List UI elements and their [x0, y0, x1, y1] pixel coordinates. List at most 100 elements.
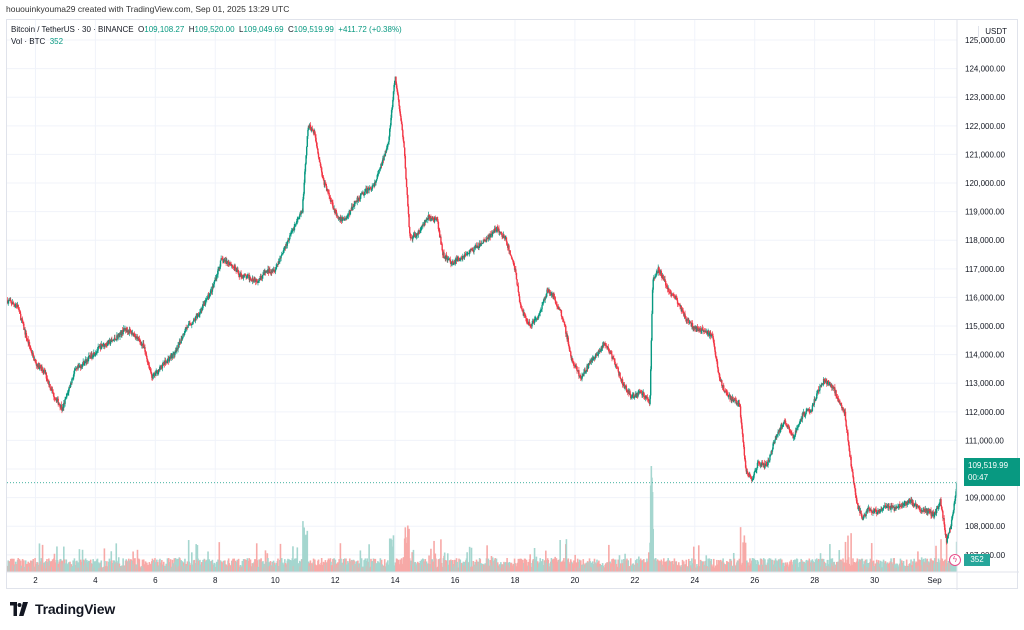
candle-body — [65, 396, 68, 398]
candle-body — [209, 290, 212, 294]
candle-body — [101, 344, 104, 347]
volume-bar — [430, 548, 432, 572]
candle-body — [357, 197, 360, 201]
candle-body — [640, 390, 642, 392]
candle-body — [617, 367, 619, 372]
candle-body — [539, 310, 541, 313]
volume-bar — [408, 558, 411, 572]
y-tick-label: 109,000.00 — [965, 494, 1006, 503]
candle-body — [630, 395, 632, 398]
candle-body — [653, 277, 655, 280]
candle-body — [525, 316, 527, 319]
volume-label[interactable]: Vol · BTC — [11, 37, 46, 46]
candle-body — [13, 304, 16, 307]
volume-bar — [396, 559, 399, 572]
candle-body — [335, 212, 338, 217]
candle-body — [716, 361, 719, 368]
candle-body — [299, 214, 302, 215]
candle-body — [19, 310, 21, 314]
candle-body — [766, 464, 768, 466]
candle-body — [544, 296, 546, 300]
volume-bar — [249, 559, 252, 572]
volume-bar — [920, 557, 923, 572]
candle-body — [375, 181, 377, 184]
candle-body — [767, 459, 769, 465]
price-chart[interactable]: 107,000.00108,000.00109,000.00110,000.00… — [7, 20, 1019, 590]
symbol-title[interactable]: Bitcoin / TetherUS · 30 · BINANCE — [11, 25, 134, 34]
candle-body — [608, 348, 610, 352]
y-tick-label: 115,000.00 — [965, 322, 1005, 331]
candle-body — [317, 153, 320, 158]
chart-panel[interactable]: 107,000.00108,000.00109,000.00110,000.00… — [6, 19, 1020, 590]
candle-body — [922, 510, 924, 512]
candle-body — [794, 434, 796, 438]
candle-body — [192, 321, 194, 324]
volume-bar — [579, 560, 582, 572]
candle-body — [375, 179, 378, 182]
candle-body — [713, 343, 716, 348]
volume-bar — [202, 559, 204, 572]
candle-body — [517, 284, 519, 286]
last-price-value: 109,519.99 — [968, 461, 1009, 470]
candle-body — [742, 434, 744, 442]
axis-layer: 107,000.00108,000.00109,000.00110,000.00… — [7, 20, 1019, 590]
candle-body — [623, 384, 626, 389]
tradingview-logo[interactable]: TradingView — [8, 600, 115, 618]
volume-bar — [167, 558, 170, 572]
candle-body — [35, 362, 38, 366]
high-value: 109,520.00 — [194, 25, 235, 34]
candle-body — [134, 335, 136, 337]
candle-body — [550, 292, 552, 295]
candle-body — [214, 280, 216, 282]
candle-body — [94, 352, 97, 355]
volume-bar — [587, 562, 590, 572]
candle-body — [433, 217, 436, 222]
candle-body — [347, 214, 350, 216]
candle-body — [168, 358, 171, 362]
candle-body — [155, 370, 157, 374]
candle-body — [329, 197, 332, 202]
candle-body — [448, 259, 451, 261]
candle-body — [389, 125, 392, 129]
candle-body — [826, 382, 829, 385]
candle-body — [944, 529, 947, 535]
x-tick-label: 14 — [391, 576, 400, 585]
candle-body — [902, 504, 905, 506]
candle-body — [872, 510, 874, 513]
candle-body — [743, 441, 745, 447]
candle-body — [234, 266, 237, 270]
y-tick-label: 111,000.00 — [965, 436, 1004, 445]
candle-body — [818, 390, 820, 392]
candle-body — [594, 358, 596, 359]
candle-body — [897, 506, 899, 508]
candle-body — [604, 343, 606, 345]
candle-body — [256, 279, 258, 283]
candle-body — [407, 206, 410, 215]
candle-body — [94, 354, 96, 356]
candle-body — [518, 296, 521, 303]
candle-body — [542, 301, 545, 304]
candle-body — [302, 199, 304, 213]
candle-body — [364, 191, 366, 195]
candle-body — [839, 400, 841, 405]
candle-body — [21, 318, 23, 320]
volume-bar — [559, 539, 561, 572]
candle-body — [515, 272, 518, 280]
candle-body — [543, 298, 545, 302]
candle-body — [950, 526, 952, 530]
candle-body — [153, 374, 155, 376]
candle-body — [130, 331, 132, 335]
currency-label[interactable]: USDT — [978, 26, 1013, 37]
candle-body — [144, 347, 146, 352]
candle-body — [791, 432, 793, 436]
candle-body — [513, 265, 516, 270]
volume-bar — [144, 561, 147, 572]
candle-body — [625, 385, 628, 390]
x-tick-label: 20 — [570, 576, 579, 585]
candle-body — [719, 377, 721, 379]
lightning-icon[interactable]: ϟ — [949, 554, 961, 566]
candle-body — [914, 504, 916, 506]
candle-body — [291, 230, 294, 232]
candle-body — [183, 333, 186, 336]
candle-body — [81, 363, 84, 367]
